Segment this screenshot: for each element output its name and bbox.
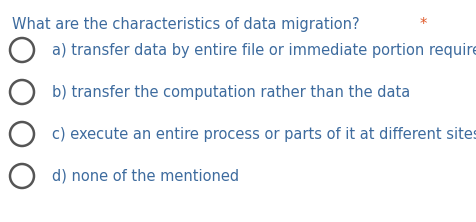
Text: *: * <box>420 17 427 32</box>
Text: b) transfer the computation rather than the data: b) transfer the computation rather than … <box>52 85 410 99</box>
Text: a) transfer data by entire file or immediate portion required: a) transfer data by entire file or immed… <box>52 42 476 57</box>
Text: c) execute an entire process or parts of it at different sites: c) execute an entire process or parts of… <box>52 127 476 141</box>
Text: What are the characteristics of data migration?: What are the characteristics of data mig… <box>12 17 364 32</box>
Text: d) none of the mentioned: d) none of the mentioned <box>52 168 239 184</box>
